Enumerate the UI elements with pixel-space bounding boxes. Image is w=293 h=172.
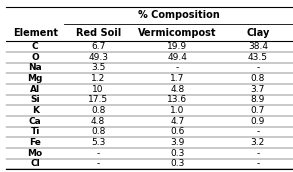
Text: 49.3: 49.3 [88,53,108,62]
Text: -: - [96,149,100,158]
Text: 0.8: 0.8 [91,127,105,136]
Text: C: C [32,42,38,51]
Text: 4.8: 4.8 [91,117,105,126]
Text: 8.9: 8.9 [251,95,265,104]
Text: 0.7: 0.7 [251,106,265,115]
Text: -: - [176,63,179,72]
Text: -: - [256,159,260,168]
Text: 3.2: 3.2 [251,138,265,147]
Text: -: - [256,63,260,72]
Text: 17.5: 17.5 [88,95,108,104]
Text: Clay: Clay [246,28,270,38]
Text: 3.5: 3.5 [91,63,105,72]
Text: K: K [32,106,39,115]
Text: Fe: Fe [29,138,41,147]
Text: 1.2: 1.2 [91,74,105,83]
Text: 19.9: 19.9 [167,42,187,51]
Text: 0.6: 0.6 [170,127,185,136]
Text: 6.7: 6.7 [91,42,105,51]
Text: 10: 10 [92,85,104,94]
Text: % Composition: % Composition [138,10,220,20]
Text: 0.3: 0.3 [170,159,185,168]
Text: 5.3: 5.3 [91,138,105,147]
Text: Element: Element [13,28,58,38]
Text: Red Soil: Red Soil [76,28,121,38]
Text: 49.4: 49.4 [167,53,187,62]
Text: 0.3: 0.3 [170,149,185,158]
Text: -: - [96,159,100,168]
Text: 43.5: 43.5 [248,53,268,62]
Text: Mo: Mo [28,149,43,158]
Text: Vermicompost: Vermicompost [138,28,217,38]
Text: 4.8: 4.8 [170,85,184,94]
Text: 3.7: 3.7 [251,85,265,94]
Text: 0.8: 0.8 [91,106,105,115]
Text: -: - [256,127,260,136]
Text: 13.6: 13.6 [167,95,187,104]
Text: Mg: Mg [28,74,43,83]
Text: Ti: Ti [30,127,40,136]
Text: Ca: Ca [29,117,42,126]
Text: 0.9: 0.9 [251,117,265,126]
Text: -: - [256,149,260,158]
Text: Na: Na [28,63,42,72]
Text: 38.4: 38.4 [248,42,268,51]
Text: 0.8: 0.8 [251,74,265,83]
Text: 1.0: 1.0 [170,106,185,115]
Text: 1.7: 1.7 [170,74,185,83]
Text: Si: Si [30,95,40,104]
Text: Al: Al [30,85,40,94]
Text: 4.7: 4.7 [170,117,184,126]
Text: Cl: Cl [30,159,40,168]
Text: 3.9: 3.9 [170,138,185,147]
Text: O: O [31,53,39,62]
